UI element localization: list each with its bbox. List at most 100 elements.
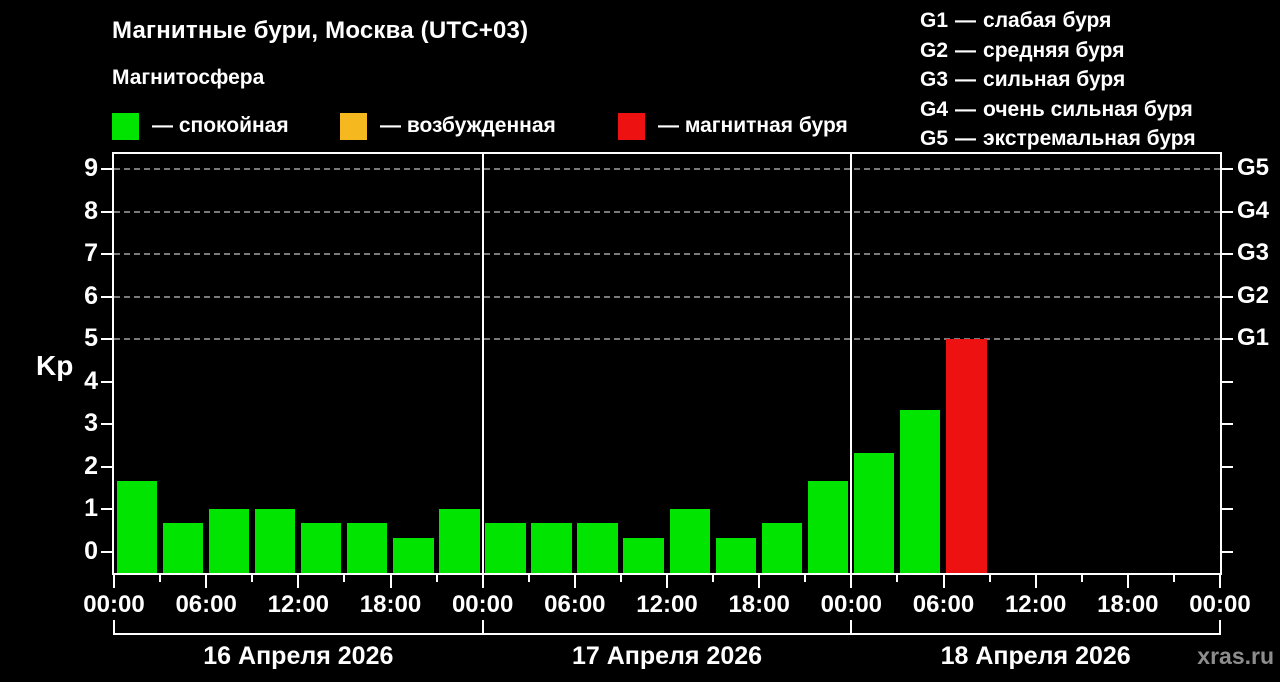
x-axis-major-tick [205,573,208,588]
x-axis-minor-tick [251,573,254,582]
kp-bar [393,537,434,573]
x-axis-major-tick [942,573,945,588]
time-tick-label: 06:00 [175,591,237,618]
right-axis-tick [1222,508,1233,511]
right-axis-tick [1222,465,1233,468]
x-axis-minor-tick [896,573,899,582]
y-tick-label: 8 [84,196,98,225]
y-axis-tick [101,338,112,341]
y-axis-tick [101,168,112,171]
right-axis-tick [1222,380,1233,383]
x-axis-minor-tick [619,573,622,582]
kp-bar [761,523,803,573]
y-axis-tick [101,465,112,468]
date-label: 18 Апреля 2026 [940,642,1131,670]
time-tick-label: 00:00 [1189,591,1251,618]
kp-bar [300,523,342,573]
y-axis-tick [101,423,112,426]
time-tick-label: 00:00 [820,591,883,618]
storm-level-gridline [114,253,1220,256]
right-axis-tick [1222,253,1233,256]
x-axis-major-tick [297,573,300,588]
right-axis-tick [1222,338,1233,341]
legend-label: — спокойная [152,114,289,137]
magnetosphere-label: Магнитосфера [112,66,265,89]
time-tick-label: 12:00 [267,591,330,618]
y-tick-label: 0 [84,536,98,565]
g-level-label: G4 [1237,196,1270,224]
x-axis-major-tick [850,573,853,588]
x-axis-major-tick [1034,573,1037,588]
g-legend-row: G4— очень сильная буря [920,97,1193,121]
kp-bar [577,523,618,573]
y-tick-label: 1 [84,494,98,523]
x-axis-minor-tick [1172,573,1175,582]
y-tick-label: 3 [84,409,98,438]
time-tick-label: 00:00 [83,591,145,618]
y-tick-label: 7 [84,239,98,268]
time-tick-label: 18:00 [1097,591,1159,618]
x-axis-minor-tick [527,573,530,582]
y-tick-label: 2 [84,451,98,480]
date-bracket-end [850,620,853,635]
storm-level-gridline [114,338,1220,341]
time-tick-label: 00:00 [451,591,514,618]
g-legend-row: G3— сильная буря [920,68,1126,91]
kp-bar [485,523,526,573]
x-axis-major-tick [113,573,115,588]
y-axis-tick [101,380,112,383]
storm-level-gridline [114,168,1220,171]
y-axis-title: Kp [36,350,74,381]
x-axis-minor-tick [988,573,991,582]
storm-color-swatch [618,112,645,140]
x-axis-major-tick [481,573,484,588]
g-scale-legend: G1— слабая буря G2— средняя буря G3— сильна… [920,6,1196,154]
y-tick-label: 9 [84,154,98,183]
y-tick-label: 6 [84,281,98,310]
x-axis-minor-tick [435,573,438,582]
date-bracket-line [114,633,483,635]
kp-bar [807,480,849,573]
date-label: 17 Апреля 2026 [571,642,763,670]
date-bracket-end [481,620,484,635]
y-axis-tick [101,550,112,553]
x-axis-major-tick [666,573,668,588]
kp-bar [531,523,572,573]
y-tick-label: 5 [84,324,98,353]
kp-bar [208,509,250,573]
storm-level-gridline [114,295,1220,298]
y-axis-tick [101,253,112,256]
kp-bar [623,537,664,573]
g-level-label: G1 [1237,324,1270,352]
time-tick-label: 18:00 [359,591,422,618]
x-axis-minor-tick [1080,573,1083,582]
legend-label: — магнитная буря [658,114,848,137]
x-axis-major-tick [573,573,576,588]
time-tick-label: 12:00 [1004,591,1067,618]
date-bracket-end [1219,620,1221,635]
kp-bar [439,509,480,573]
g-legend-row: G5— экстремальная буря [920,127,1196,150]
right-axis-tick [1222,210,1233,213]
date-label: 16 Апреля 2026 [203,642,394,670]
date-bracket-end [113,620,115,635]
g-level-label: G5 [1237,154,1270,182]
legend-item-quiet: — спокойная [112,112,289,140]
x-axis-major-tick [1219,573,1221,588]
x-axis-major-tick [758,573,761,588]
x-axis-minor-tick [804,573,807,582]
watermark: xras.ru [1197,643,1274,669]
right-axis-tick [1222,168,1233,171]
kp-bar [715,537,757,573]
date-bracket-line [851,633,1220,635]
kp-bar [254,509,296,573]
day-divider-line [850,154,853,573]
legend-item-storm: — магнитная буря [618,112,848,140]
time-tick-label: 12:00 [636,591,698,618]
y-tick-label: 4 [84,366,98,395]
y-axis-tick [101,210,112,213]
y-axis-tick [101,508,112,511]
kp-bar [946,339,987,573]
